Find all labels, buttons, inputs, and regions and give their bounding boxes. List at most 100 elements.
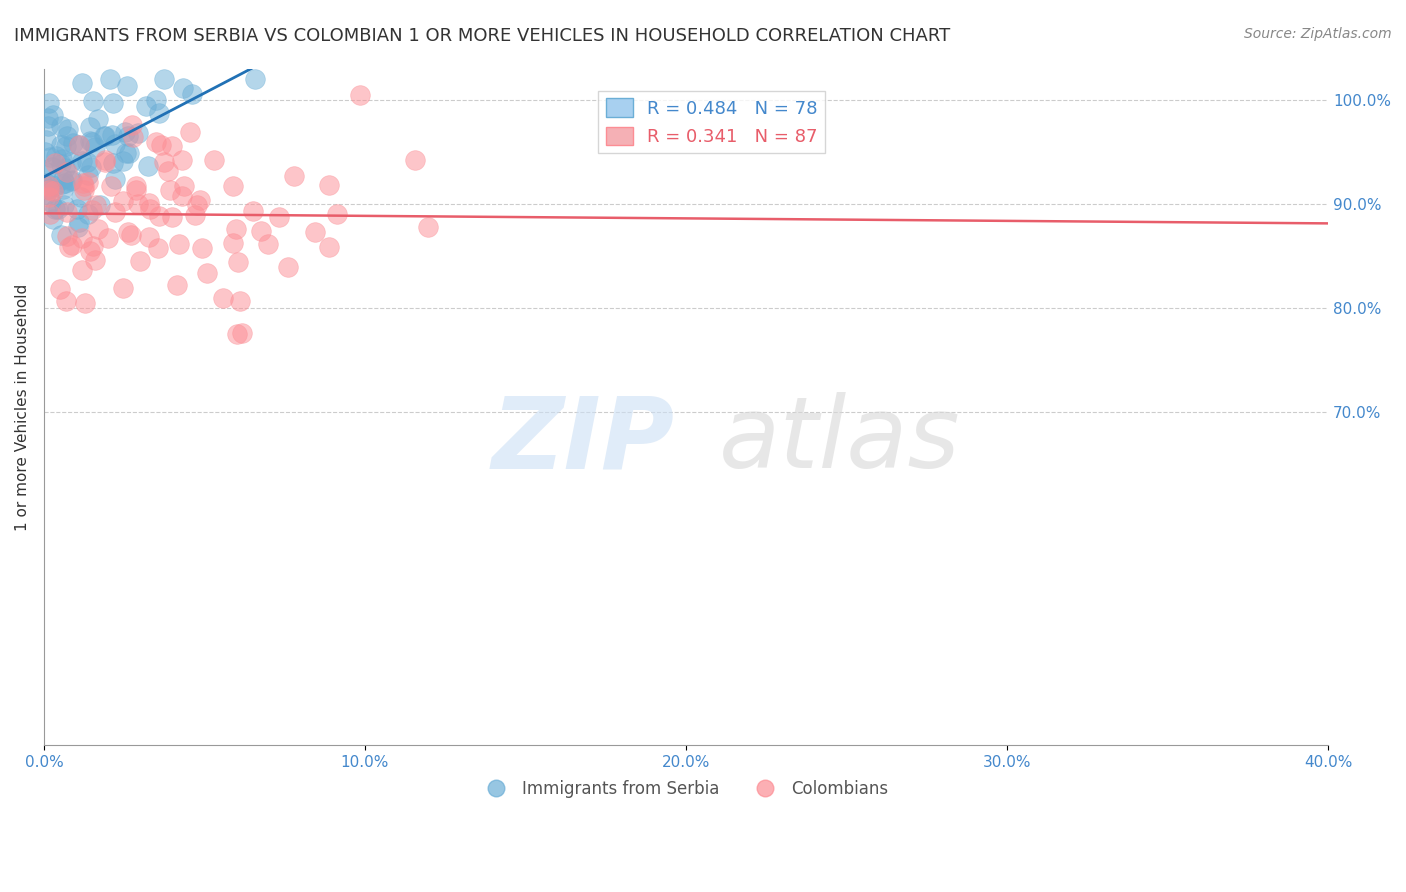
Point (184, 208, 207, 222)
Point (73, 183, 96, 197)
Point (104, 136, 127, 151)
Point (82, 238, 104, 252)
Point (349, 87, 371, 102)
Point (55, 293, 77, 308)
Point (70, 231, 93, 245)
Point (55, 139, 77, 153)
Point (67, 214, 90, 228)
Point (195, 266, 218, 280)
Point (46, 202, 69, 217)
Point (103, 95, 125, 110)
Point (60, 238, 83, 252)
Point (44, 178, 66, 193)
Point (60, 155, 83, 169)
Point (84, 252, 107, 267)
Point (124, 179, 146, 194)
Point (122, 129, 145, 144)
Point (166, 277, 188, 292)
Point (52, 172, 75, 186)
Point (416, 220, 439, 235)
Point (229, 294, 252, 309)
Point (226, 326, 249, 341)
Point (242, 203, 264, 218)
Text: IMMIGRANTS FROM SERBIA VS COLOMBIAN 1 OR MORE VEHICLES IN HOUSEHOLD CORRELATION : IMMIGRANTS FROM SERBIA VS COLOMBIAN 1 OR… (14, 27, 950, 45)
Point (87, 112, 110, 127)
Point (167, 237, 190, 252)
Point (38, 190, 60, 204)
Point (138, 196, 160, 211)
Point (44, 155, 66, 169)
Point (404, 153, 426, 167)
Point (100, 179, 122, 194)
Point (35, 186, 58, 201)
Point (325, 207, 347, 221)
Point (115, 79, 138, 94)
Point (67, 137, 90, 152)
Point (100, 128, 122, 142)
Point (159, 184, 181, 198)
Point (72, 176, 94, 190)
Point (67, 138, 90, 153)
Point (222, 236, 245, 251)
Point (100, 71, 122, 86)
Point (82, 94, 104, 108)
Point (115, 145, 138, 160)
Point (84, 198, 107, 212)
Point (111, 194, 134, 208)
Point (97, 231, 120, 245)
Point (145, 136, 167, 150)
Point (51, 120, 73, 134)
Point (77, 207, 100, 221)
Point (35, 133, 58, 147)
Point (179, 125, 201, 139)
Point (73, 296, 96, 310)
Point (226, 255, 249, 269)
Point (56, 121, 79, 136)
Point (76, 168, 98, 182)
Point (127, 196, 149, 211)
Point (222, 178, 245, 193)
Point (38, 95, 60, 110)
Point (172, 188, 194, 202)
Point (66, 202, 89, 216)
Point (283, 169, 305, 183)
Point (173, 178, 195, 193)
Point (38, 150, 60, 164)
Point (135, 99, 157, 113)
Point (139, 202, 162, 217)
Text: Source: ZipAtlas.com: Source: ZipAtlas.com (1244, 27, 1392, 41)
Point (49, 282, 72, 296)
Point (145, 94, 167, 108)
Point (35, 176, 58, 190)
Point (304, 225, 326, 239)
Point (37, 182, 59, 196)
Point (117, 225, 139, 239)
Point (73, 179, 96, 194)
Point (59, 173, 82, 187)
Point (53, 176, 76, 190)
Point (32, 178, 55, 192)
Point (225, 222, 247, 236)
Point (79, 244, 101, 259)
Point (62, 136, 84, 150)
Point (79, 134, 101, 148)
Point (55, 229, 77, 244)
Point (188, 194, 211, 208)
Point (138, 230, 160, 244)
Point (80, 160, 103, 174)
Point (34, 145, 56, 159)
Point (114, 125, 136, 139)
Point (41, 211, 63, 226)
Point (136, 159, 159, 173)
Point (42, 108, 65, 122)
Point (211, 291, 233, 305)
Point (112, 281, 135, 295)
Point (37, 112, 59, 126)
Text: ZIP: ZIP (492, 392, 675, 489)
Point (51, 177, 73, 191)
Point (82, 135, 104, 149)
Point (104, 205, 127, 219)
Point (70, 76, 93, 90)
Text: atlas: atlas (720, 392, 960, 489)
Point (111, 153, 134, 168)
